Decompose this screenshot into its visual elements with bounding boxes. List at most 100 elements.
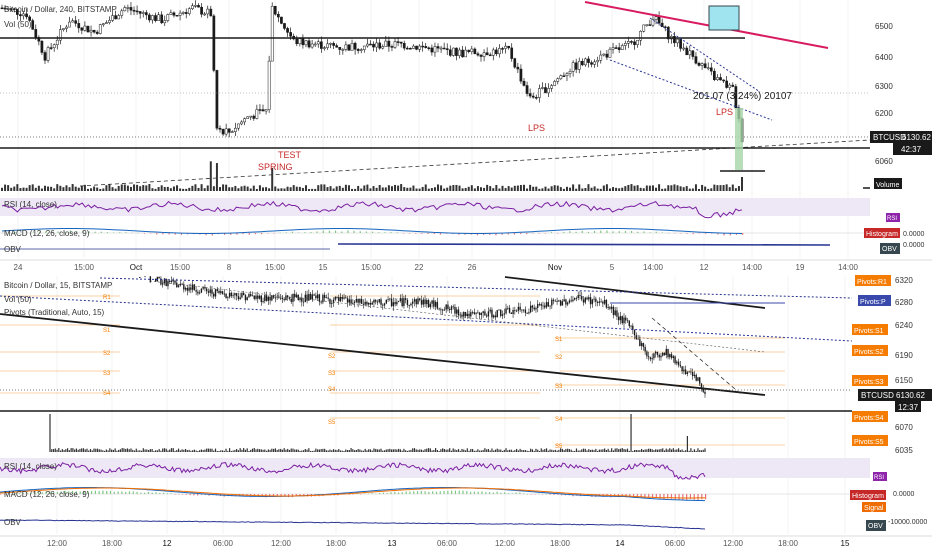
top-candle[interactable]: [329, 43, 332, 45]
bottom-candle[interactable]: [670, 354, 673, 358]
top-candle[interactable]: [289, 32, 292, 37]
top-candle[interactable]: [614, 47, 618, 49]
bottom-candle[interactable]: [290, 298, 292, 302]
bottom-candle[interactable]: [279, 297, 282, 299]
bottom-candle[interactable]: [216, 289, 218, 291]
top-candle[interactable]: [347, 44, 351, 51]
top-candle[interactable]: [716, 77, 719, 80]
top-candle[interactable]: [74, 20, 78, 24]
bottom-candle[interactable]: [561, 301, 564, 306]
bottom-candle[interactable]: [154, 278, 157, 282]
top-candle[interactable]: [531, 95, 535, 98]
top-candle[interactable]: [46, 47, 50, 61]
top-candle[interactable]: [556, 78, 560, 82]
bottom-candle[interactable]: [315, 295, 317, 299]
bottom-candle[interactable]: [390, 298, 393, 307]
top-candle[interactable]: [580, 60, 584, 66]
top-candle[interactable]: [436, 46, 440, 49]
bottom-candle[interactable]: [176, 282, 178, 288]
top-candle[interactable]: [135, 10, 139, 13]
top-candle[interactable]: [405, 47, 409, 50]
bottom-candle[interactable]: [362, 303, 365, 305]
bottom-candle[interactable]: [184, 288, 187, 290]
top-candle[interactable]: [458, 49, 461, 56]
top-candle[interactable]: [722, 79, 725, 82]
top-candle[interactable]: [206, 8, 210, 15]
top-candle[interactable]: [25, 13, 28, 18]
bottom-candle[interactable]: [355, 298, 358, 302]
bottom-candle[interactable]: [517, 306, 520, 311]
top-candle[interactable]: [657, 16, 661, 24]
bottom-candle[interactable]: [389, 298, 391, 300]
top-candle[interactable]: [544, 87, 547, 94]
top-candle[interactable]: [16, 9, 19, 15]
bottom-candle[interactable]: [565, 299, 567, 305]
bottom-candle[interactable]: [669, 354, 671, 358]
top-candle[interactable]: [227, 128, 231, 133]
bottom-candle[interactable]: [253, 295, 255, 299]
bottom-candle[interactable]: [512, 309, 514, 315]
bottom-candle[interactable]: [493, 315, 495, 318]
bottom-candle[interactable]: [531, 305, 534, 308]
top-candle[interactable]: [101, 23, 105, 25]
bottom-candle[interactable]: [350, 299, 352, 304]
top-candle[interactable]: [144, 12, 148, 16]
top-candle[interactable]: [645, 24, 649, 26]
bottom-candle[interactable]: [559, 300, 562, 306]
bottom-candle[interactable]: [364, 301, 366, 305]
bottom-candle[interactable]: [549, 305, 551, 307]
top-candle[interactable]: [40, 40, 44, 53]
top-candle[interactable]: [166, 14, 170, 21]
bottom-candle[interactable]: [357, 298, 359, 303]
bottom-candle[interactable]: [581, 296, 583, 300]
bottom-candle[interactable]: [468, 313, 470, 317]
bottom-candle[interactable]: [640, 343, 643, 346]
bottom-candle[interactable]: [540, 304, 542, 306]
bottom-candle[interactable]: [644, 346, 646, 352]
bottom-candle[interactable]: [487, 311, 490, 317]
top-candle[interactable]: [691, 50, 695, 57]
bottom-candle[interactable]: [288, 297, 291, 299]
red-downtrend-line[interactable]: [584, 1, 829, 49]
bottom-candle[interactable]: [302, 301, 305, 303]
bottom-candle[interactable]: [149, 276, 152, 283]
bottom-candle[interactable]: [387, 299, 389, 300]
bottom-candle[interactable]: [448, 308, 451, 310]
bottom-candle[interactable]: [621, 316, 623, 324]
bottom-candle[interactable]: [200, 288, 203, 293]
top-candle[interactable]: [132, 9, 136, 12]
bottom-candle[interactable]: [500, 309, 502, 316]
top-candle[interactable]: [62, 28, 65, 30]
bottom-candle[interactable]: [547, 302, 549, 307]
bottom-candle[interactable]: [376, 301, 379, 303]
bottom-candle[interactable]: [419, 298, 421, 301]
bottom-candle[interactable]: [508, 307, 511, 313]
top-candle[interactable]: [92, 29, 96, 33]
top-candle[interactable]: [390, 46, 394, 48]
bottom-candle[interactable]: [602, 301, 604, 304]
top-candle[interactable]: [534, 97, 538, 99]
top-candle[interactable]: [157, 14, 160, 21]
top-candle[interactable]: [68, 21, 71, 28]
bottom-candle[interactable]: [287, 295, 289, 298]
bottom-candle[interactable]: [193, 284, 196, 291]
bottom-candle[interactable]: [551, 299, 553, 306]
bottom-candle[interactable]: [582, 299, 585, 303]
top-candle[interactable]: [498, 48, 501, 55]
bottom-candle[interactable]: [338, 297, 340, 302]
bottom-candle[interactable]: [271, 295, 273, 301]
top-candle[interactable]: [224, 128, 228, 135]
bottom-candle[interactable]: [406, 299, 409, 306]
top-candle[interactable]: [310, 43, 314, 48]
bottom-candle[interactable]: [239, 297, 241, 300]
bottom-candle[interactable]: [545, 302, 548, 308]
bottom-candle[interactable]: [637, 338, 639, 340]
top-candle[interactable]: [243, 118, 246, 123]
bottom-candle[interactable]: [491, 309, 493, 318]
bottom-candle[interactable]: [436, 301, 439, 309]
bottom-candle[interactable]: [304, 294, 307, 302]
bottom-candle[interactable]: [295, 294, 298, 298]
bottom-candle[interactable]: [667, 348, 669, 358]
bottom-candle[interactable]: [665, 348, 667, 356]
top-macd-line[interactable]: [1, 228, 743, 234]
